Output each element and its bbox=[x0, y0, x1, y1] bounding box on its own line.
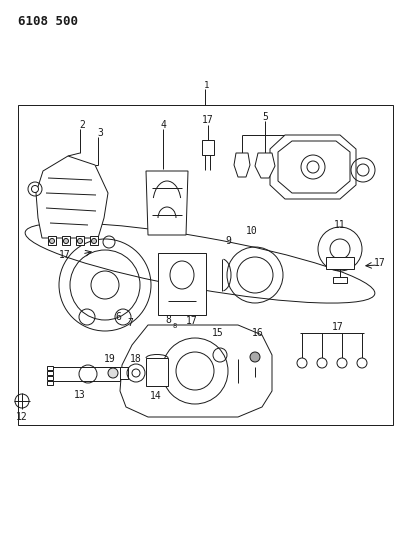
Bar bbox=[47, 371, 53, 375]
Circle shape bbox=[317, 358, 327, 368]
Text: 2: 2 bbox=[79, 120, 85, 130]
Bar bbox=[90, 236, 98, 245]
Text: 10: 10 bbox=[246, 226, 258, 236]
Circle shape bbox=[49, 238, 55, 244]
Text: 6108 500: 6108 500 bbox=[18, 15, 78, 28]
Polygon shape bbox=[36, 156, 108, 238]
Circle shape bbox=[64, 238, 69, 244]
Text: 18: 18 bbox=[130, 354, 142, 364]
Text: 11: 11 bbox=[334, 220, 346, 230]
Bar bbox=[52, 367, 120, 381]
Polygon shape bbox=[234, 153, 250, 177]
Text: 15: 15 bbox=[212, 328, 224, 338]
Text: 14: 14 bbox=[150, 391, 162, 401]
Polygon shape bbox=[278, 141, 350, 193]
Text: 7: 7 bbox=[127, 318, 133, 328]
Circle shape bbox=[108, 368, 118, 378]
Bar bbox=[47, 366, 53, 370]
Bar bbox=[202, 140, 214, 155]
Polygon shape bbox=[120, 325, 272, 417]
Bar bbox=[62, 236, 70, 245]
Text: 13: 13 bbox=[74, 390, 86, 400]
Polygon shape bbox=[270, 135, 356, 199]
Text: 17: 17 bbox=[374, 258, 386, 268]
Bar bbox=[18, 105, 393, 425]
Text: 8: 8 bbox=[165, 315, 171, 325]
Bar bbox=[47, 376, 53, 380]
Text: 17: 17 bbox=[186, 316, 198, 326]
Text: 17: 17 bbox=[59, 250, 71, 260]
Text: 19: 19 bbox=[104, 354, 116, 364]
Text: 3: 3 bbox=[97, 128, 103, 138]
Circle shape bbox=[337, 358, 347, 368]
Bar bbox=[76, 236, 84, 245]
Polygon shape bbox=[243, 347, 266, 367]
Ellipse shape bbox=[25, 223, 375, 303]
Bar bbox=[47, 381, 53, 385]
Text: 16: 16 bbox=[252, 328, 264, 338]
Text: 9: 9 bbox=[225, 236, 231, 246]
Polygon shape bbox=[146, 171, 188, 235]
Text: 17: 17 bbox=[332, 322, 344, 332]
Bar bbox=[158, 253, 206, 315]
Text: 5: 5 bbox=[262, 112, 268, 122]
Circle shape bbox=[297, 358, 307, 368]
Bar bbox=[48, 236, 56, 245]
Bar bbox=[326, 257, 354, 269]
Text: 17: 17 bbox=[202, 115, 214, 125]
Circle shape bbox=[91, 238, 97, 244]
Text: 12: 12 bbox=[16, 412, 28, 422]
Text: 8: 8 bbox=[173, 323, 177, 329]
Text: 1: 1 bbox=[204, 80, 210, 90]
Bar bbox=[98, 367, 128, 379]
Circle shape bbox=[357, 358, 367, 368]
Bar bbox=[333, 277, 347, 283]
Circle shape bbox=[78, 238, 82, 244]
Text: 4: 4 bbox=[160, 120, 166, 130]
Circle shape bbox=[31, 185, 38, 192]
Text: 6: 6 bbox=[115, 312, 121, 322]
Circle shape bbox=[250, 352, 260, 362]
Bar bbox=[146, 358, 168, 386]
Polygon shape bbox=[255, 153, 275, 178]
